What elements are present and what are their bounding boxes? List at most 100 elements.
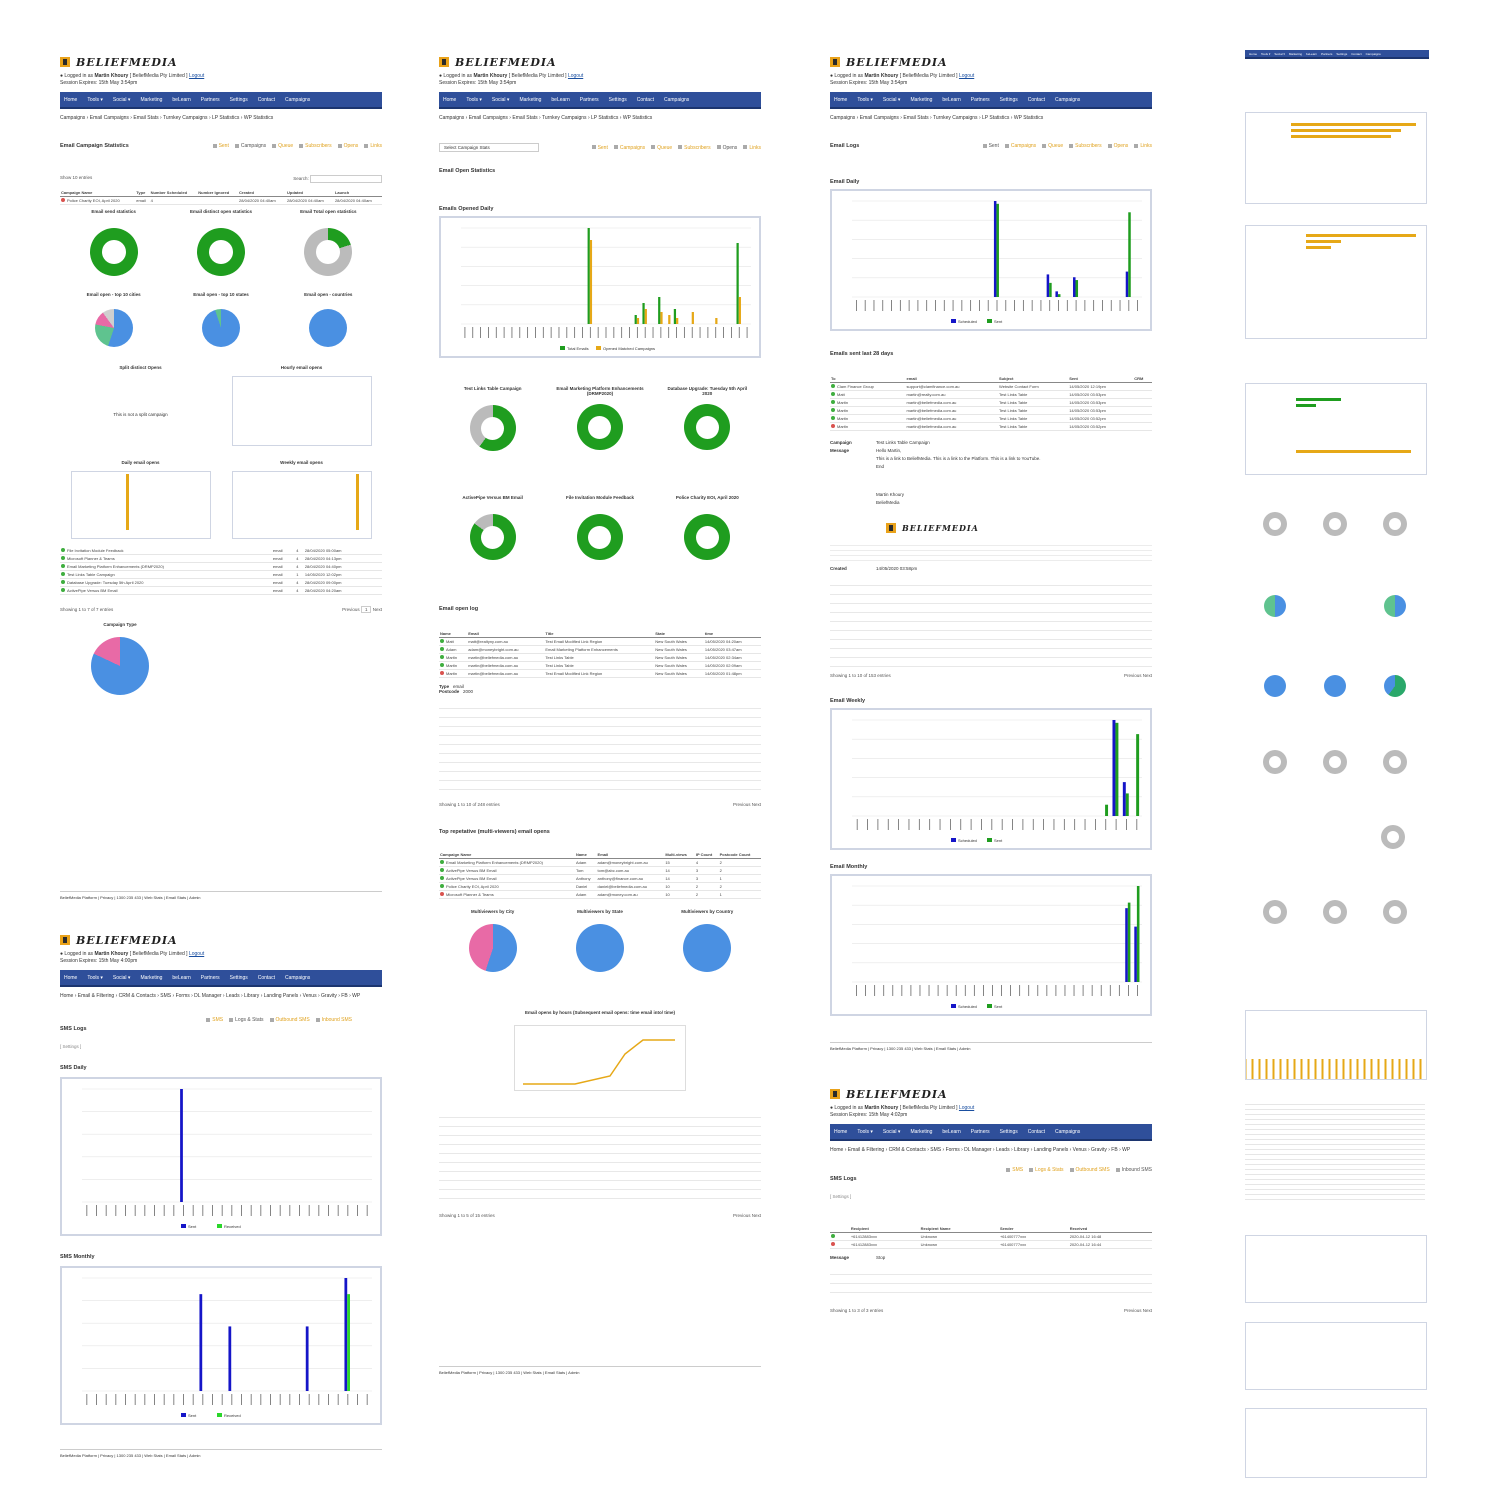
tab-campaigns[interactable]: Campaigns [1005,143,1036,149]
nav-settings[interactable]: Settings [229,974,248,981]
nav-contact[interactable]: Contact [1027,1128,1045,1135]
nav-marketing[interactable]: Marketing [140,974,163,981]
tab-outbound[interactable]: Outbound SMS [270,1017,310,1053]
next-button[interactable]: Next [1142,673,1152,678]
next-button[interactable]: Next [1142,1308,1152,1313]
tab-opens[interactable]: Opens [338,143,359,149]
tab-subscribers[interactable]: Subscribers [678,145,710,151]
nav-home[interactable]: Home [834,96,848,103]
table-row[interactable]: Matt martin@realty.com.au Test Links Table… [830,390,1152,399]
tab-links[interactable]: Links [364,143,382,149]
nav-tools[interactable]: Tools ▾ [857,1128,873,1135]
nav-home[interactable]: Home [64,96,78,103]
settings-link[interactable]: [ Settings ] [60,1044,82,1049]
brand-logo[interactable]: BELIEFMEDIA [60,55,382,69]
nav-campaigns[interactable]: Campaigns [1054,1128,1081,1135]
tab-subscribers[interactable]: Subscribers [1069,143,1101,149]
nav-partners[interactable]: Partners [200,96,220,103]
table-row[interactable]: Microsoft Planner & Teams email 4 28/04/202… [60,554,382,563]
prev-button[interactable]: Previous [342,607,360,612]
logout-link[interactable]: Logout [958,1105,975,1111]
table-row[interactable]: Email Marketing Platform Enhancements (D… [439,858,761,867]
tab-logs[interactable]: Logs & Stats [1029,1167,1063,1203]
table-row[interactable]: ActivePipe Versus BM Email Tom tom@abc.com… [439,866,761,875]
table-row[interactable]: +61412883xxx Unknown +61400777xxx 2020-04-1… [830,1240,1152,1249]
next-button[interactable]: Next [751,1213,761,1218]
nav-social[interactable]: Social ▾ [112,96,131,103]
nav-home[interactable]: Home [834,1128,848,1135]
nav-social[interactable]: Social ▾ [882,1128,901,1135]
nav-settings[interactable]: Settings [999,1128,1018,1135]
tab-sent[interactable]: Sent [592,145,608,151]
nav-tools[interactable]: Tools ▾ [857,96,873,103]
tab-opens[interactable]: Opens [717,145,738,151]
table-row[interactable]: Database Upgrade: Tuesday 5th April 2020… [60,578,382,587]
tab-inbound[interactable]: Inbound SMS [1116,1167,1152,1203]
prev-button[interactable]: Previous [732,802,751,807]
nav-campaigns[interactable]: Campaigns [284,974,311,981]
table-row[interactable]: File Invitation Module Feedback email 4 28/… [60,547,382,555]
nav-social[interactable]: Social ▾ [882,96,901,103]
table-row[interactable]: Martin martin@beliefmedia.com.au Test Link… [830,422,1152,431]
nav-contact[interactable]: Contact [257,96,275,103]
tab-logs[interactable]: Logs & Stats [229,1017,263,1053]
nav-marketing[interactable]: Marketing [910,1128,933,1135]
table-row[interactable]: Adam adam@moneybright.com.au Email Marketi… [439,645,761,654]
nav-contact[interactable]: Contact [1351,51,1362,56]
tab-inbound[interactable]: Inbound SMS [316,1017,352,1053]
nav-marketing[interactable]: Marketing [910,96,933,103]
nav-campaigns[interactable]: Campaigns [1054,96,1081,103]
tab-links[interactable]: Links [743,145,761,151]
table-row[interactable]: Martin martin@beliefmedia.com.au Test Link… [830,406,1152,415]
next-button[interactable]: Next [372,607,382,612]
search-input[interactable] [310,175,382,183]
nav-social[interactable]: Social ▾ [112,974,131,981]
show-entries-select[interactable]: Show 10 entries [60,175,93,180]
table-row[interactable]: Martin martin@beliefmedia.com.au Test Link… [830,398,1152,407]
tab-queue[interactable]: Queue [651,145,672,151]
tab-sms[interactable]: SMS [206,1017,223,1053]
table-row[interactable]: Clam Finance Group support@clamfinance.co… [830,382,1152,391]
table-row[interactable]: ActivePipe Versus BM Email email 4 28/04/20… [60,586,382,595]
logout-link[interactable]: Logout [188,73,205,79]
table-row[interactable]: Police Charity EOI, April 2020 Daniel dani… [439,882,761,891]
logout-link[interactable]: Logout [567,73,584,79]
tab-sent[interactable]: Sent [213,143,229,149]
nav-belearn[interactable]: beLearn [1306,51,1318,56]
nav-marketing[interactable]: Marketing [1288,51,1303,56]
nav-home[interactable]: Home [64,974,78,981]
nav-home[interactable]: Home [1249,51,1258,56]
nav-marketing[interactable]: Marketing [140,96,163,103]
nav-campaigns[interactable]: Campaigns [1365,51,1381,56]
brand-logo[interactable]: BELIEFMEDIA [439,55,761,69]
tab-links[interactable]: Links [1134,143,1152,149]
nav-settings[interactable]: Settings [1336,51,1348,56]
settings-link[interactable]: [ Settings ] [830,1194,852,1199]
table-row[interactable]: Martin martin@beliefmedia.com.au Test Link… [439,653,761,662]
tab-campaigns[interactable]: Campaigns [614,145,645,151]
table-row[interactable]: Martin martin@beliefmedia.com.au Test Emai… [439,669,761,678]
nav-campaigns[interactable]: Campaigns [284,96,311,103]
nav-tools[interactable]: Tools ▾ [1261,51,1271,56]
tab-campaigns[interactable]: Campaigns [235,143,266,149]
nav-partners[interactable]: Partners [200,974,220,981]
table-row[interactable]: Police Charity EOI, April 2020 email 4 28/0… [60,196,382,205]
table-row[interactable]: Microsoft Planner & Teams Adam adam@money.… [439,890,761,899]
tab-subscribers[interactable]: Subscribers [299,143,331,149]
table-row[interactable]: Test Links Table Campaign email 1 14/05/202… [60,570,382,579]
brand-logo[interactable]: BELIEFMEDIA [60,933,382,947]
logout-link[interactable]: Logout [188,951,205,957]
nav-tools[interactable]: Tools ▾ [87,974,103,981]
brand-logo[interactable]: BELIEFMEDIA [830,55,1152,69]
table-row[interactable]: Martin martin@beliefmedia.com.au Test Link… [830,414,1152,423]
nav-partners[interactable]: Partners [579,96,599,103]
tab-outbound[interactable]: Outbound SMS [1070,1167,1110,1203]
nav-marketing[interactable]: Marketing [519,96,542,103]
nav-social[interactable]: Social ▾ [1274,51,1285,56]
nav-partners[interactable]: Partners [970,1128,990,1135]
campaign-select[interactable]: Select Campaign Stats [439,143,539,152]
nav-home[interactable]: Home [443,96,457,103]
prev-button[interactable]: Previous [1123,1308,1142,1313]
nav-belearn[interactable]: beLearn [172,96,191,103]
nav-settings[interactable]: Settings [229,96,248,103]
